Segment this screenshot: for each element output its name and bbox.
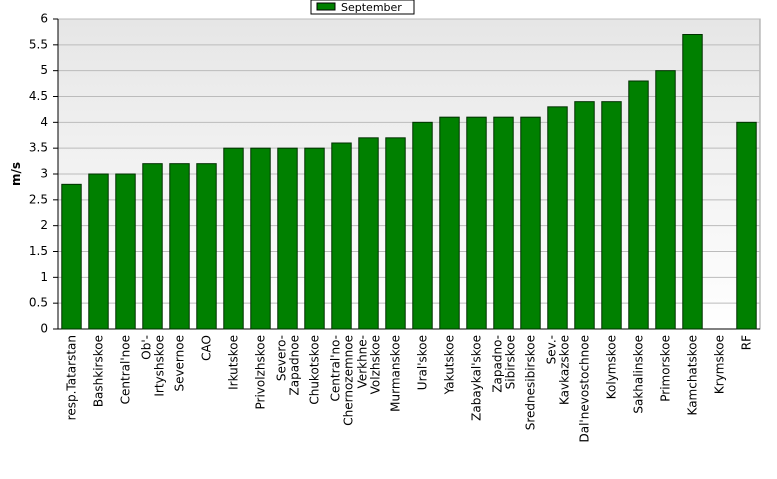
x-tick-label: Ob'-Irtyshskoe bbox=[140, 335, 167, 397]
legend-swatch bbox=[316, 2, 336, 11]
bar bbox=[439, 116, 460, 330]
legend-label: September bbox=[341, 1, 402, 14]
bar bbox=[655, 70, 676, 330]
bar bbox=[574, 101, 595, 330]
x-tick-label: Kamchatskoe bbox=[686, 335, 700, 415]
x-tick-label: resp.Tatarstan bbox=[65, 335, 79, 420]
bar bbox=[385, 137, 406, 330]
x-tick-label: Murmanskoe bbox=[389, 335, 403, 412]
y-tick-label: 1 bbox=[40, 270, 48, 284]
y-tick-label: 3.5 bbox=[29, 141, 48, 155]
x-tick-label: Chukotskoe bbox=[308, 335, 322, 405]
y-tick-label: 1.5 bbox=[29, 244, 48, 258]
bar bbox=[493, 116, 514, 330]
bar bbox=[358, 137, 379, 330]
bar bbox=[304, 147, 325, 330]
x-tick-label: Zabaykal'skoe bbox=[470, 335, 484, 421]
x-tick-label: Bashkirskoe bbox=[92, 335, 106, 407]
bar bbox=[142, 163, 163, 330]
y-tick-label: 5.5 bbox=[29, 37, 48, 51]
y-tick-label: 2.5 bbox=[29, 192, 48, 206]
x-tick-label: Yakutskoe bbox=[443, 335, 457, 395]
bar bbox=[466, 116, 487, 330]
x-tick-label: RF bbox=[740, 335, 754, 350]
bar bbox=[628, 80, 649, 330]
bar bbox=[277, 147, 298, 330]
x-tick-label: Ural'skoe bbox=[416, 335, 430, 390]
y-tick-label: 2 bbox=[40, 218, 48, 232]
bar bbox=[736, 121, 757, 330]
y-tick-label: 3 bbox=[40, 167, 48, 181]
x-tick-label: Zapadno-Sibirskoe bbox=[491, 335, 518, 393]
bar bbox=[547, 106, 568, 330]
y-tick-label: 5 bbox=[40, 63, 48, 77]
bar bbox=[331, 142, 352, 330]
bar bbox=[412, 121, 433, 330]
y-tick-label: 4 bbox=[40, 115, 48, 129]
x-tick-label: Dal'nevostochnoe bbox=[578, 335, 592, 443]
x-tick-label: Severo-Zapadnoe bbox=[275, 335, 302, 396]
x-tick-label: Sakhalinskoe bbox=[632, 335, 646, 414]
bar bbox=[520, 116, 541, 330]
x-tick-label: Primorskoe bbox=[659, 335, 673, 402]
bar bbox=[115, 173, 136, 330]
x-tick-label: Sev.-Kavkazskoe bbox=[545, 335, 572, 405]
x-tick-label: Central'no-Chernozemnoe bbox=[329, 335, 356, 426]
x-tick-label: Srednesibirskoe bbox=[524, 335, 538, 430]
y-tick-label: 0 bbox=[40, 322, 48, 336]
bar bbox=[169, 163, 190, 330]
bar bbox=[88, 173, 109, 330]
bar bbox=[61, 183, 82, 330]
bar bbox=[682, 34, 703, 330]
x-tick-label: Severnoe bbox=[173, 335, 187, 392]
y-tick-label: 0.5 bbox=[29, 296, 48, 310]
x-tick-label: CAO bbox=[200, 335, 214, 361]
x-tick-label: Kolymskoe bbox=[605, 335, 619, 399]
bar bbox=[223, 147, 244, 330]
y-axis-label: m/s bbox=[9, 162, 23, 186]
legend: September bbox=[310, 0, 415, 15]
bar bbox=[601, 101, 622, 330]
x-tick-label: Verkhne-Volzhskoe bbox=[356, 335, 383, 394]
x-tick-label: Irkutskoe bbox=[227, 335, 241, 390]
y-tick-label: 4.5 bbox=[29, 89, 48, 103]
bar bbox=[196, 163, 217, 330]
legend-box bbox=[310, 0, 415, 15]
x-tick-label: Krymskoe bbox=[713, 335, 727, 394]
y-tick-label: 6 bbox=[40, 12, 48, 26]
x-tick-label: Privolzhskoe bbox=[254, 335, 268, 409]
bar bbox=[250, 147, 271, 330]
x-tick-label: Central'noe bbox=[119, 335, 133, 404]
